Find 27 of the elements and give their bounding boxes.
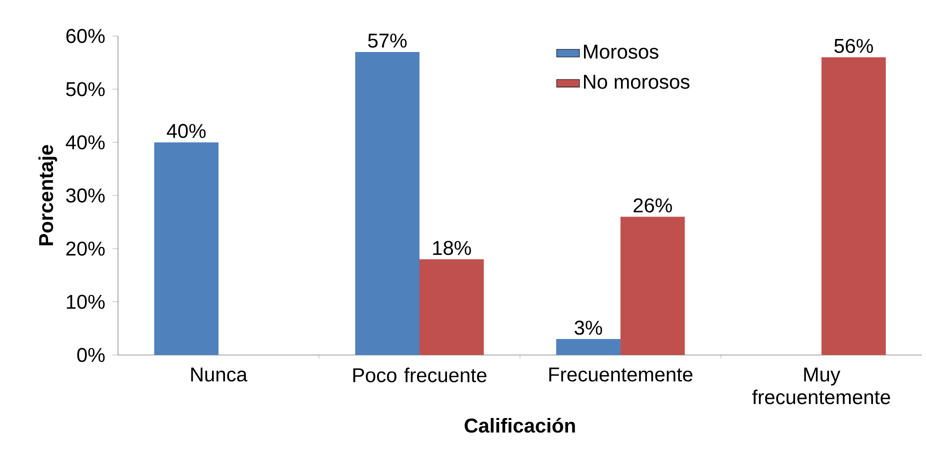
y-tick-label: 10% — [66, 294, 105, 309]
bar — [556, 339, 620, 355]
x-tick-label: Muy frecuentemente — [752, 368, 890, 404]
bar — [355, 52, 420, 355]
legend-label: Morosos — [584, 44, 658, 59]
y-axis-title: Porcentaje — [38, 145, 58, 246]
x-tick-label: Nunca — [191, 368, 248, 382]
data-label: 57% — [368, 34, 407, 48]
x-axis-title: Calificación — [464, 418, 575, 433]
y-tick-label: 40% — [66, 135, 105, 150]
y-tick-label: 30% — [66, 188, 105, 203]
data-label: 3% — [574, 320, 602, 335]
data-label: 56% — [834, 38, 873, 53]
bar — [420, 259, 484, 355]
bar — [154, 142, 219, 355]
y-tick-label: 20% — [66, 242, 105, 256]
y-tick-label: 50% — [66, 82, 105, 96]
y-tick-label: 60% — [66, 28, 105, 44]
bar — [620, 216, 685, 355]
data-label: 26% — [634, 198, 672, 212]
x-tick-label: Poco frecuente — [353, 368, 486, 382]
x-tick-label: Frecuentemente — [549, 368, 692, 382]
y-tick-label: 0% — [77, 348, 105, 362]
data-label: 18% — [433, 240, 471, 256]
data-label: 40% — [166, 124, 206, 138]
legend-label: No morosos — [584, 74, 690, 89]
bar — [821, 57, 886, 355]
